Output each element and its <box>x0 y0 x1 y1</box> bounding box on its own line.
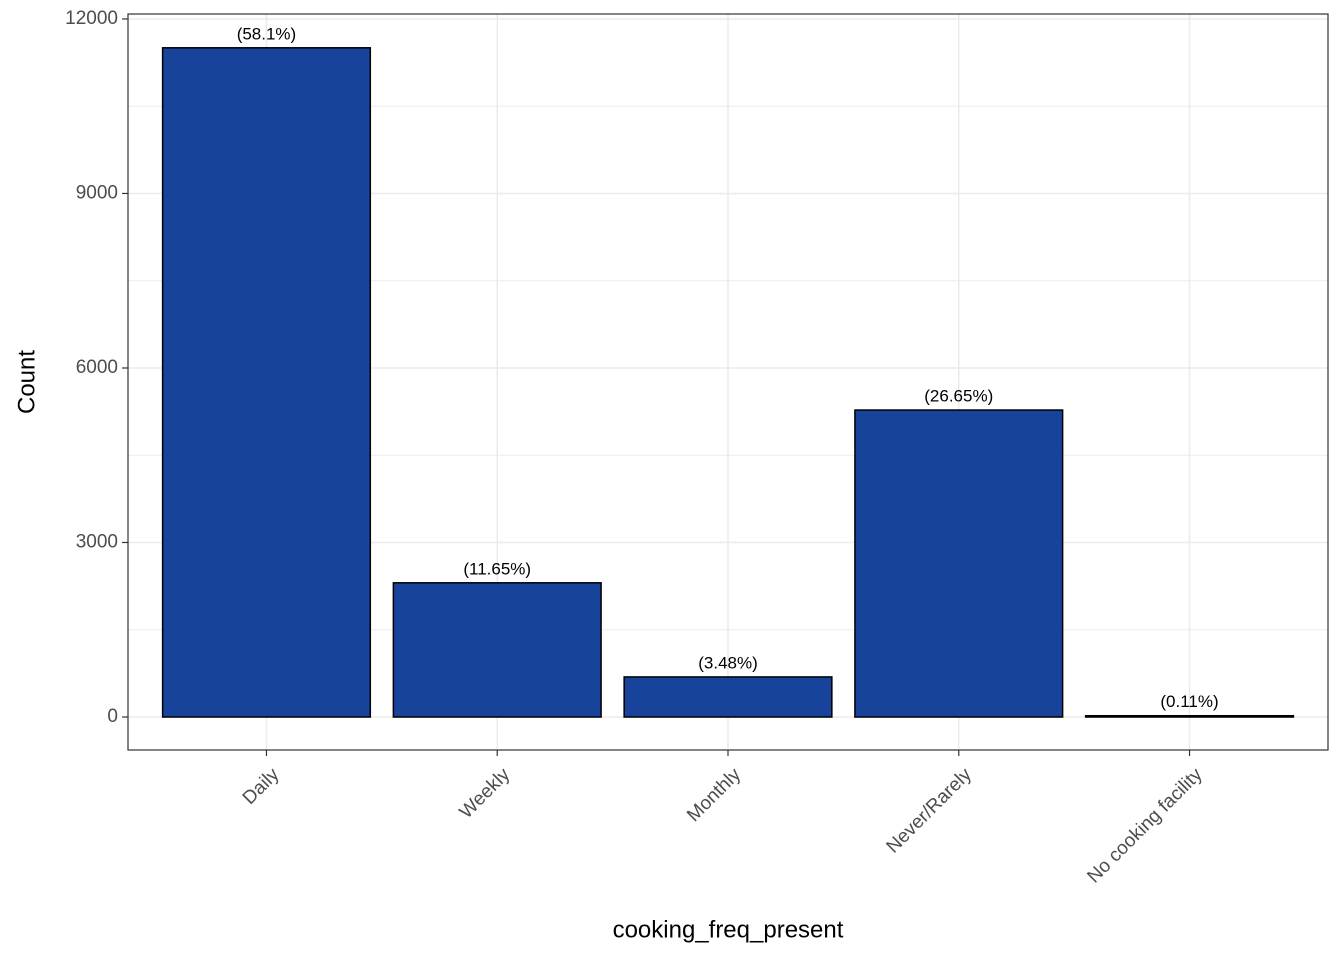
x-tick-label: Monthly <box>683 764 745 826</box>
bar <box>1084 714 1295 718</box>
plot-border <box>127 13 1329 751</box>
y-tick-label: 9000 <box>76 182 118 203</box>
x-tick-label: Daily <box>239 764 284 809</box>
bar <box>623 676 833 718</box>
value-label: (11.65%) <box>463 559 531 578</box>
value-label: (0.11%) <box>1160 692 1218 711</box>
y-tick-label: 6000 <box>76 357 118 378</box>
x-tick-label: No cooking facility <box>1083 764 1206 887</box>
bar <box>392 582 602 718</box>
bar <box>854 409 1064 718</box>
x-tick-label: Weekly <box>456 764 515 823</box>
y-axis-title: Count <box>13 350 40 414</box>
bar <box>161 47 372 718</box>
x-tick-label: Never/Rarely <box>883 764 977 858</box>
y-tick-label: 12000 <box>65 8 118 29</box>
y-tick-label: 0 <box>107 706 118 727</box>
x-axis-title: cooking_freq_present <box>613 916 844 943</box>
value-label: (58.1%) <box>237 24 297 43</box>
value-label: (26.65%) <box>924 387 993 406</box>
y-tick-label: 3000 <box>76 532 118 553</box>
value-label: (3.48%) <box>698 653 758 672</box>
